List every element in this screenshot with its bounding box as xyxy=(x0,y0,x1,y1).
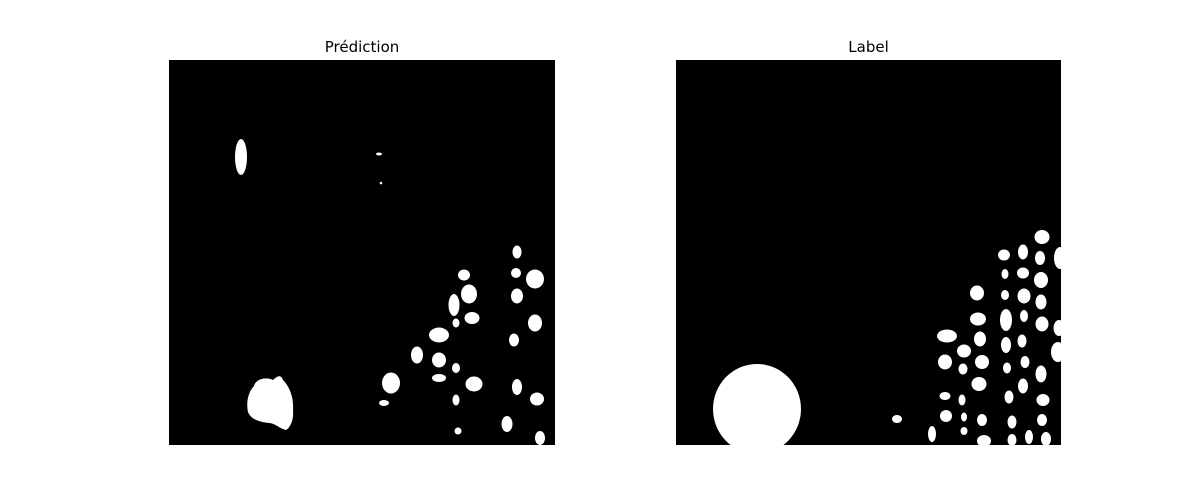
mask-background xyxy=(169,60,555,445)
prediction-mask-svg xyxy=(169,60,555,445)
label-blobs xyxy=(713,230,1061,445)
label-mask-svg xyxy=(676,60,1061,445)
prediction-blobs xyxy=(235,139,545,445)
label-panel-title: Label xyxy=(848,38,889,56)
label-mask-image xyxy=(676,60,1061,445)
prediction-panel-title: Prédiction xyxy=(324,38,400,56)
prediction-mask-image xyxy=(169,60,555,445)
